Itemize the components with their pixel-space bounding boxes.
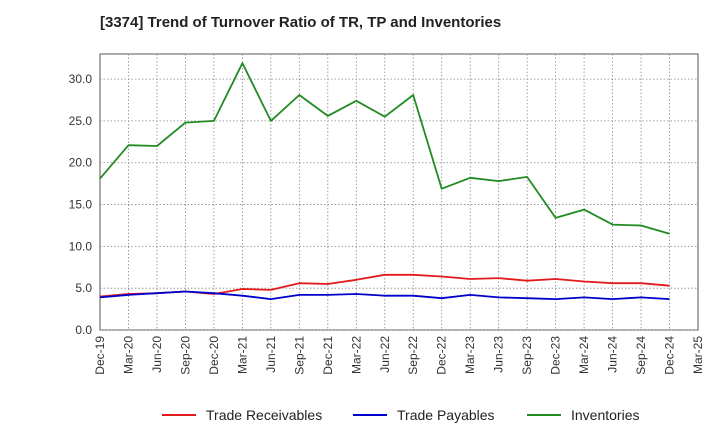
series-line-trade-payables bbox=[99, 290, 670, 301]
x-tick-label: Jun-24 bbox=[606, 336, 620, 373]
x-tick-label: Dec-23 bbox=[549, 336, 563, 375]
series-line-inventories bbox=[99, 62, 670, 235]
x-tick-label: Jun-21 bbox=[264, 336, 278, 373]
x-tick-label: Dec-21 bbox=[321, 336, 335, 375]
legend-swatch bbox=[162, 414, 196, 416]
legend-label: Trade Payables bbox=[397, 407, 495, 423]
x-tick-label: Jun-23 bbox=[492, 336, 506, 373]
y-tick-label: 0.0 bbox=[75, 323, 92, 337]
series-lines bbox=[99, 62, 670, 301]
plot-area bbox=[99, 53, 699, 331]
y-tick-label: 15.0 bbox=[69, 198, 93, 212]
legend-item: Trade Payables bbox=[353, 404, 495, 426]
x-tick-label: Mar-23 bbox=[463, 336, 477, 374]
x-tick-label: Sep-22 bbox=[406, 336, 420, 375]
legend-label: Trade Receivables bbox=[206, 407, 323, 423]
y-tick-label: 10.0 bbox=[69, 239, 93, 253]
chart-title: [3374] Trend of Turnover Ratio of TR, TP… bbox=[100, 14, 502, 31]
y-tick-labels: 0.0 5.0 10.0 15.0 20.0 25.0 30.0 bbox=[69, 72, 93, 337]
x-tick-label: Jun-20 bbox=[150, 336, 164, 373]
x-tick-label: Mar-24 bbox=[577, 336, 591, 374]
legend-swatch bbox=[527, 414, 561, 416]
x-tick-label: Mar-20 bbox=[121, 336, 135, 374]
legend-item: Inventories bbox=[527, 404, 639, 426]
legend: Trade Receivables Trade Payables Inventori… bbox=[0, 404, 720, 426]
y-tick-label: 30.0 bbox=[69, 72, 93, 86]
x-tick-label: Dec-24 bbox=[663, 336, 677, 375]
legend-label: Inventories bbox=[571, 407, 640, 423]
x-tick-labels: Dec-19 Mar-20 Jun-20 Sep-20 Dec-20 Mar-21 Jun-… bbox=[93, 336, 705, 375]
x-tick-label: Mar-25 bbox=[691, 336, 705, 374]
y-tick-label: 20.0 bbox=[69, 156, 93, 170]
y-tick-label: 5.0 bbox=[75, 281, 92, 295]
x-tick-label: Sep-21 bbox=[292, 336, 306, 375]
x-tick-label: Sep-20 bbox=[178, 336, 192, 375]
x-tick-label: Sep-24 bbox=[634, 336, 648, 375]
x-tick-label: Sep-23 bbox=[520, 336, 534, 375]
x-tick-label: Dec-20 bbox=[207, 336, 221, 375]
legend-swatch bbox=[353, 414, 387, 416]
x-tick-label: Dec-19 bbox=[93, 336, 107, 375]
x-tick-label: Mar-21 bbox=[235, 336, 249, 374]
y-tick-label: 25.0 bbox=[69, 114, 93, 128]
grid-lines bbox=[100, 54, 698, 331]
x-tick-label: Mar-22 bbox=[349, 336, 363, 374]
x-tick-label: Dec-22 bbox=[435, 336, 449, 375]
x-tick-label: Jun-22 bbox=[378, 336, 392, 373]
legend-item: Trade Receivables bbox=[162, 404, 322, 426]
